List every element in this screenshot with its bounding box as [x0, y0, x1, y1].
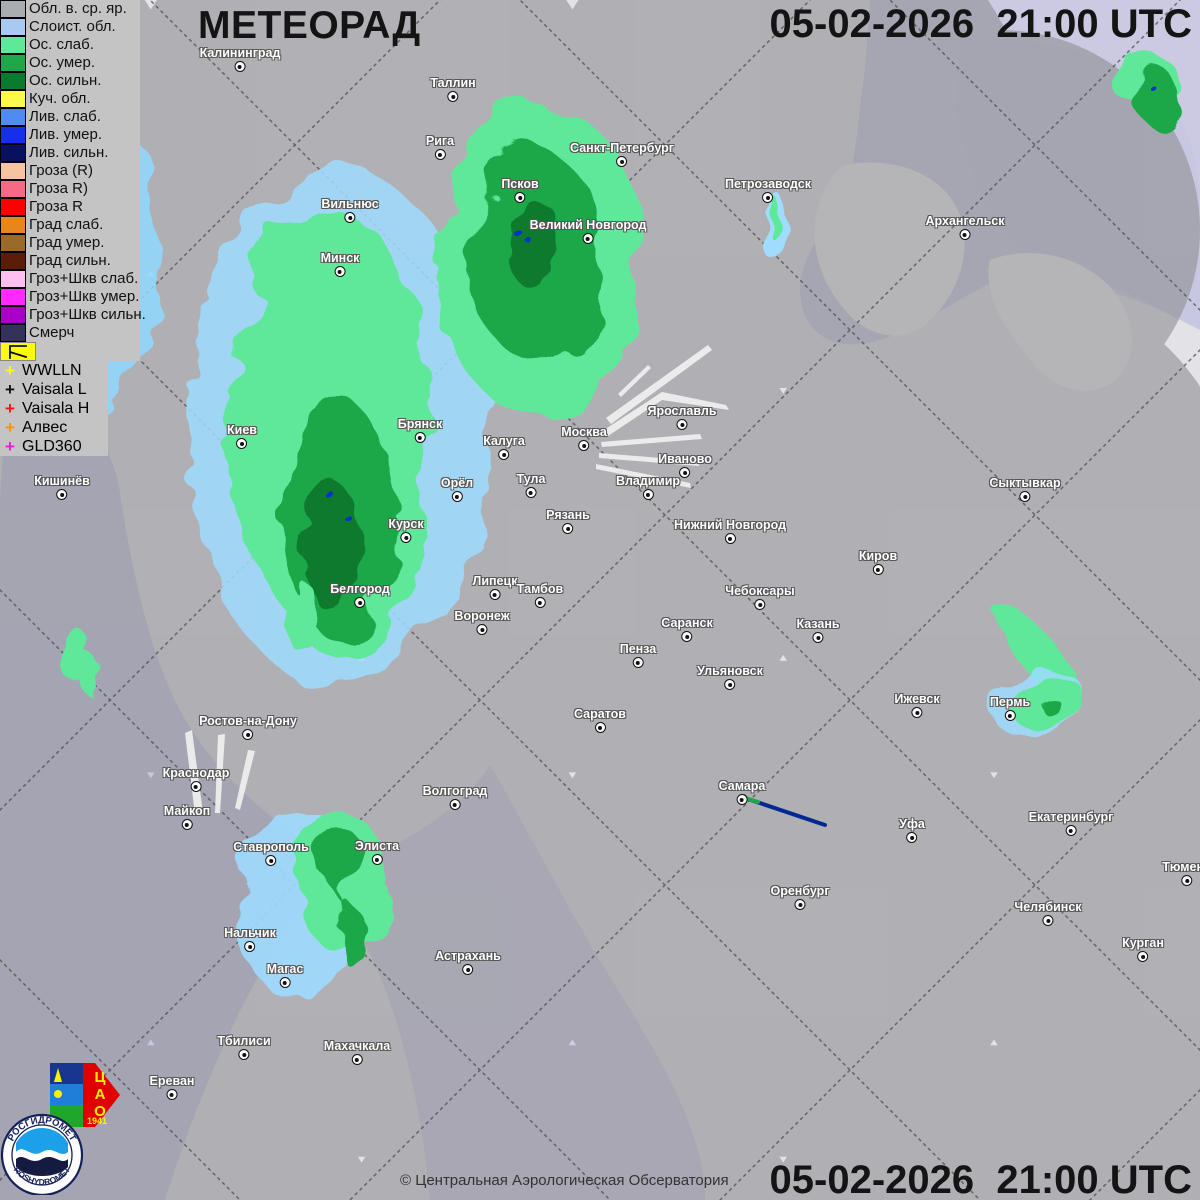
- svg-text:А: А: [95, 1086, 106, 1103]
- svg-text:Ц: Ц: [95, 1069, 106, 1086]
- svg-text:1941: 1941: [87, 1116, 107, 1126]
